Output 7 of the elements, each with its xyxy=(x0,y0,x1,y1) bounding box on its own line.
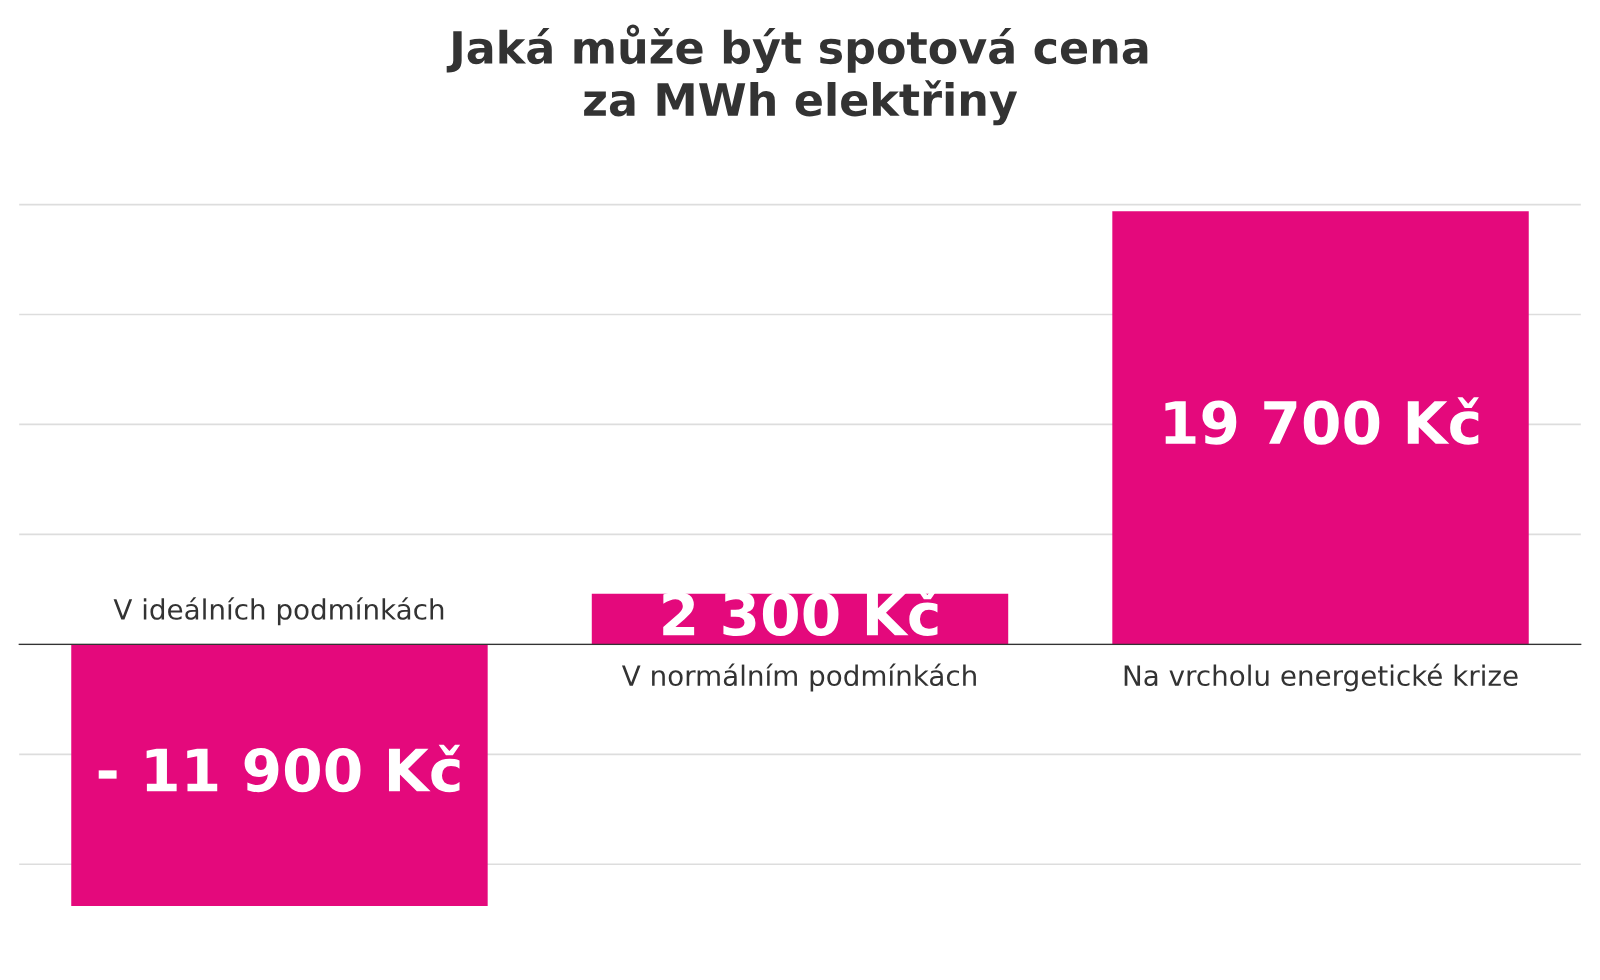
data-label: 19 700 Kč xyxy=(1165,397,1479,445)
chart-title: Jaká může být spotová cena za MWh elektřiny xyxy=(446,24,1148,126)
data-label: - 11 900 Kč xyxy=(98,744,461,793)
x-tick-label: V ideálních podmínkách xyxy=(113,597,444,626)
data-label: 2 300 Kč xyxy=(663,588,939,636)
x-tick-label: Na vrcholu energetické krize xyxy=(1124,663,1518,692)
x-tick-label: V normálním podmínkách xyxy=(621,663,976,692)
